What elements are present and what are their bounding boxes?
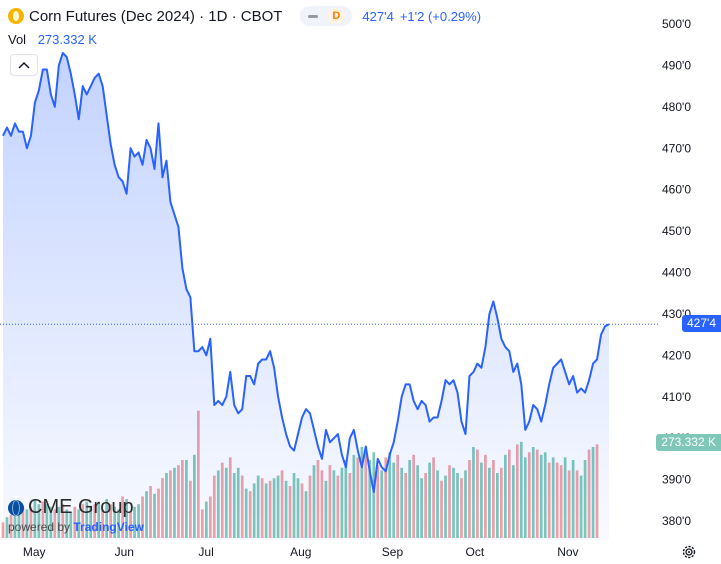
last-price: 427'4 [362, 8, 394, 24]
corn-symbol-icon [8, 8, 24, 24]
price-line [2, 51, 610, 494]
x-tick-label: Nov [557, 545, 578, 559]
y-tick-label: 480'0 [662, 100, 691, 114]
minus-icon [308, 14, 319, 18]
volume-value: 273.332 K [37, 32, 97, 47]
volume-label: Vol [8, 32, 27, 47]
settings-gear-icon[interactable] [681, 544, 697, 560]
y-tick-label: 380'0 [662, 514, 691, 528]
y-tick-label: 470'0 [662, 141, 691, 155]
last-price-tag: 427'4 [682, 315, 721, 333]
x-tick-label: Oct [466, 545, 485, 559]
tradingview-brand: TradingView [73, 520, 144, 534]
cme-globe-icon [8, 499, 24, 516]
market-status-pill[interactable]: D [300, 6, 353, 26]
x-tick-label: Aug [290, 545, 311, 559]
y-tick-label: 500'0 [662, 17, 691, 31]
volume-bar [1, 522, 5, 538]
y-tick-label: 410'0 [662, 390, 691, 404]
y-tick-label: 420'0 [662, 348, 691, 362]
cme-tradingview-logo[interactable]: CME Group powered by TradingView [8, 496, 144, 534]
powered-prefix: powered by [8, 520, 71, 534]
exchange-badge: D [328, 8, 345, 24]
collapse-legend-button[interactable] [10, 54, 38, 76]
volume-tag: 273.332 K [656, 434, 721, 451]
x-tick-label: Jul [198, 545, 213, 559]
x-tick-label: May [23, 545, 46, 559]
collapse-chevron-icon [18, 61, 30, 69]
x-tick-label: Jun [115, 545, 134, 559]
y-tick-label: 460'0 [662, 183, 691, 197]
price-change: +1'2 (+0.29%) [399, 8, 482, 24]
x-tick-label: Sep [382, 545, 404, 559]
y-tick-label: 440'0 [662, 266, 691, 280]
y-tick-label: 450'0 [662, 224, 691, 238]
cme-brand: CME Group [28, 496, 134, 518]
y-tick-label: 390'0 [662, 473, 691, 487]
symbol-title[interactable]: Corn Futures (Dec 2024) · 1D · CBOT [29, 7, 283, 25]
volume-legend: Vol 273.332 K [8, 32, 97, 47]
symbol-header: Corn Futures (Dec 2024) · 1D · CBOT D 42… [8, 6, 481, 26]
y-tick-label: 490'0 [662, 58, 691, 72]
price-area-fill [3, 52, 609, 541]
